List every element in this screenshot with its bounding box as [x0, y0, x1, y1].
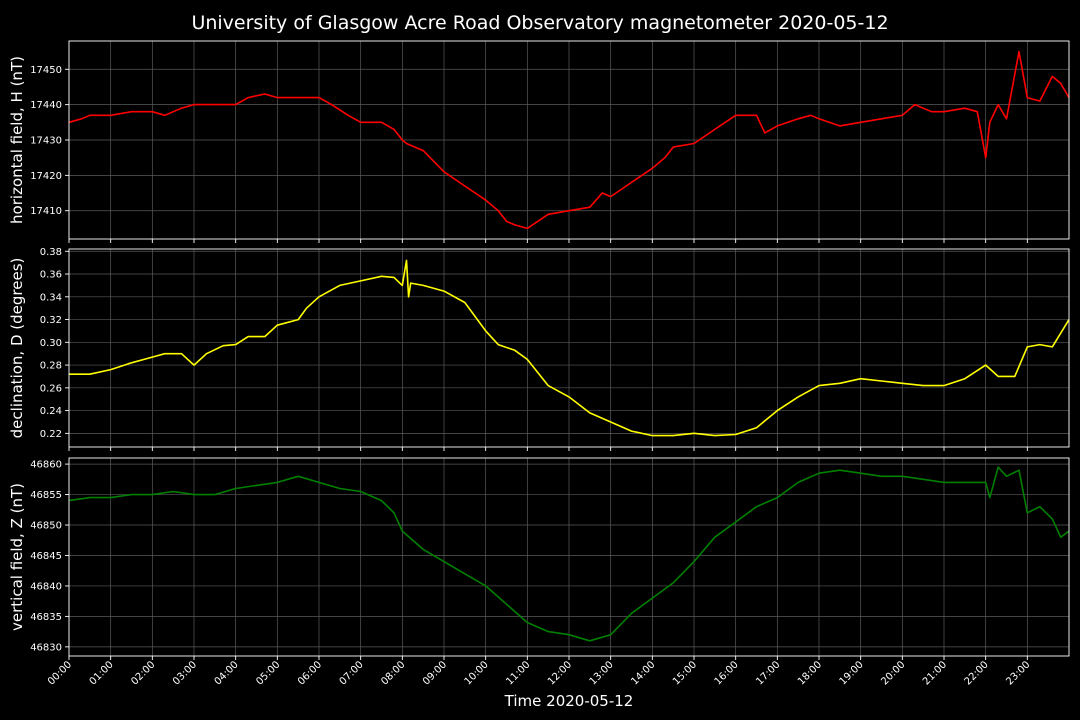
x-tick-label: 18:00	[796, 659, 824, 687]
y-tick-label: 0.30	[40, 338, 62, 349]
x-tick-label: 14:00	[629, 659, 657, 687]
y-tick-label: 46840	[30, 581, 62, 592]
x-tick-label: 21:00	[921, 659, 949, 687]
panel-frame	[68, 40, 1070, 240]
panel-vertical: 46830 46835 46840 46845 46850 46855 46860 verti…	[8, 457, 1070, 660]
y-tick-label: 46835	[30, 612, 62, 623]
x-tick-label: 06:00	[296, 659, 324, 687]
x-tick-label: 03:00	[171, 659, 199, 687]
x-tick-label: 00:00	[46, 659, 74, 687]
y-tick-label: 17440	[30, 100, 62, 111]
x-tick-label: 02:00	[129, 659, 157, 687]
x-tick-label: 05:00	[254, 659, 282, 687]
panel-horizontal: 17410 17420 17430 17440 17450 horizontal fiel…	[8, 40, 1070, 243]
x-tick-label: 20:00	[879, 659, 907, 687]
y-axis-label-declination: declination, D (degrees)	[8, 258, 26, 439]
y-tick-label: 17410	[30, 206, 62, 217]
x-tick-label: 08:00	[379, 659, 407, 687]
x-tick-label: 15:00	[671, 659, 699, 687]
x-tick-label: 10:00	[463, 659, 491, 687]
panel-frame	[68, 248, 1070, 448]
x-tick-label: 12:00	[546, 659, 574, 687]
x-tick-label: 01:00	[88, 659, 116, 687]
x-tick-label: 17:00	[754, 659, 782, 687]
y-tick-label: 46860	[30, 460, 62, 471]
x-tick-label: 16:00	[713, 659, 741, 687]
y-tick-label: 0.28	[40, 361, 62, 372]
y-tick-label: 0.32	[40, 315, 62, 326]
panel-frame	[68, 457, 1070, 657]
y-tick-label: 0.26	[40, 383, 62, 394]
y-tick-label: 0.22	[40, 429, 62, 440]
series-line-declination	[69, 259, 1070, 437]
y-tick-label: 17420	[30, 171, 62, 182]
x-tick-label: 19:00	[838, 659, 866, 687]
y-tick-label: 0.38	[40, 247, 62, 258]
series-line-horizontal	[68, 50, 1070, 230]
y-tick-label: 0.36	[40, 270, 62, 281]
x-tick-label: 09:00	[421, 659, 449, 687]
panels: 17410 17420 17430 17440 17450 horizontal fiel…	[8, 40, 1070, 660]
chart-title: University of Glasgow Acre Road Observat…	[191, 12, 888, 34]
y-tick-label: 17430	[30, 136, 62, 147]
y-tick-label: 17450	[30, 65, 62, 76]
panel-declination: 0.22 0.24 0.26 0.28 0.30 0.32 0.34 0.36 0.38 decl…	[8, 247, 1070, 451]
time-axis: 00:00 01:00 02:00 03:00 04:00 05:00 06:00 07:00…	[46, 659, 1032, 687]
y-tick-label: 0.24	[40, 406, 62, 417]
x-tick-label: 13:00	[588, 659, 616, 687]
x-tick-label: 22:00	[963, 659, 991, 687]
y-tick-label: 46855	[30, 490, 62, 501]
y-axis-label-horizontal: horizontal field, H (nT)	[8, 56, 26, 224]
y-tick-label: 46850	[30, 521, 62, 532]
x-axis-label: Time 2020-05-12	[504, 692, 634, 710]
y-tick-label: 46830	[30, 642, 62, 653]
y-tick-label: 0.34	[40, 292, 62, 303]
x-tick-label: 07:00	[338, 659, 366, 687]
series-line-vertical	[68, 466, 1070, 642]
x-tick-label: 11:00	[504, 659, 532, 687]
y-axis-label-vertical: vertical field, Z (nT)	[8, 483, 26, 631]
x-tick-label: 23:00	[1004, 659, 1032, 687]
x-tick-label: 04:00	[213, 659, 241, 687]
y-tick-label: 46845	[30, 551, 62, 562]
